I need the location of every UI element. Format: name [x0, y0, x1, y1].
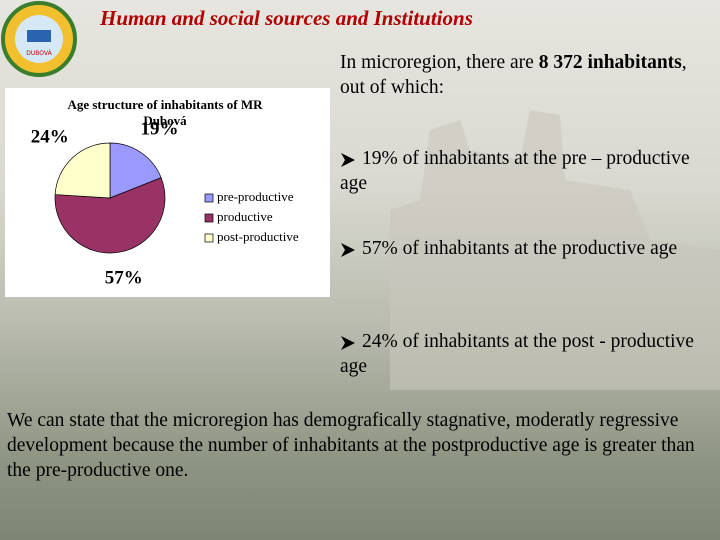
slide-title: Human and social sources and Institution…: [100, 6, 473, 30]
bullet-text: 24% of inhabitants at the post - product…: [340, 331, 694, 377]
bullet-arrow: [341, 153, 355, 167]
intro-text: , out of which:: [340, 52, 687, 98]
pie-slice: [109, 142, 162, 199]
bullet-text: 57% of inhabitants at the productive age: [362, 238, 678, 259]
chart: Age structure of inhabitants of MR Dubov…: [5, 88, 330, 297]
legend-label: productive: [217, 209, 273, 224]
bullet: 19% of inhabitants at the pre – producti…: [340, 146, 718, 196]
bullet-arrow: [341, 243, 355, 257]
legend-swatch: [204, 193, 214, 203]
logo: DUBOVÁ: [1, 1, 77, 77]
data-label: 57%: [105, 267, 143, 288]
legend-label: post-productive: [217, 229, 299, 244]
bullet: 57% of inhabitants at the productive age: [340, 236, 718, 261]
bullet: 24% of inhabitants at the post - product…: [340, 329, 718, 379]
bullet-text: 19% of inhabitants at the pre – producti…: [340, 148, 690, 194]
background-castle: [390, 110, 720, 390]
legend-swatch: [204, 233, 214, 243]
intro-bold: 8 372 inhabitants: [538, 52, 682, 73]
intro: In microregion, there are 8 372 inhabita…: [340, 50, 710, 100]
data-label: 24%: [31, 127, 69, 148]
intro-text: In microregion, there are: [340, 52, 539, 73]
data-label: 19%: [140, 119, 178, 140]
legend-label: pre-productive: [217, 189, 294, 204]
pie-chart: 19% pre-productive 57% productive 24% post-pr…: [31, 119, 299, 289]
chart-title: Age structure of inhabitants of MR Dubov…: [67, 97, 263, 128]
logo-text: DUBOVÁ: [26, 50, 52, 57]
bullet-arrow: [341, 336, 355, 350]
legend-swatch: [204, 213, 214, 223]
conclusion: We can state that the microregion has de…: [7, 410, 695, 481]
pie-slice: [54, 142, 111, 199]
